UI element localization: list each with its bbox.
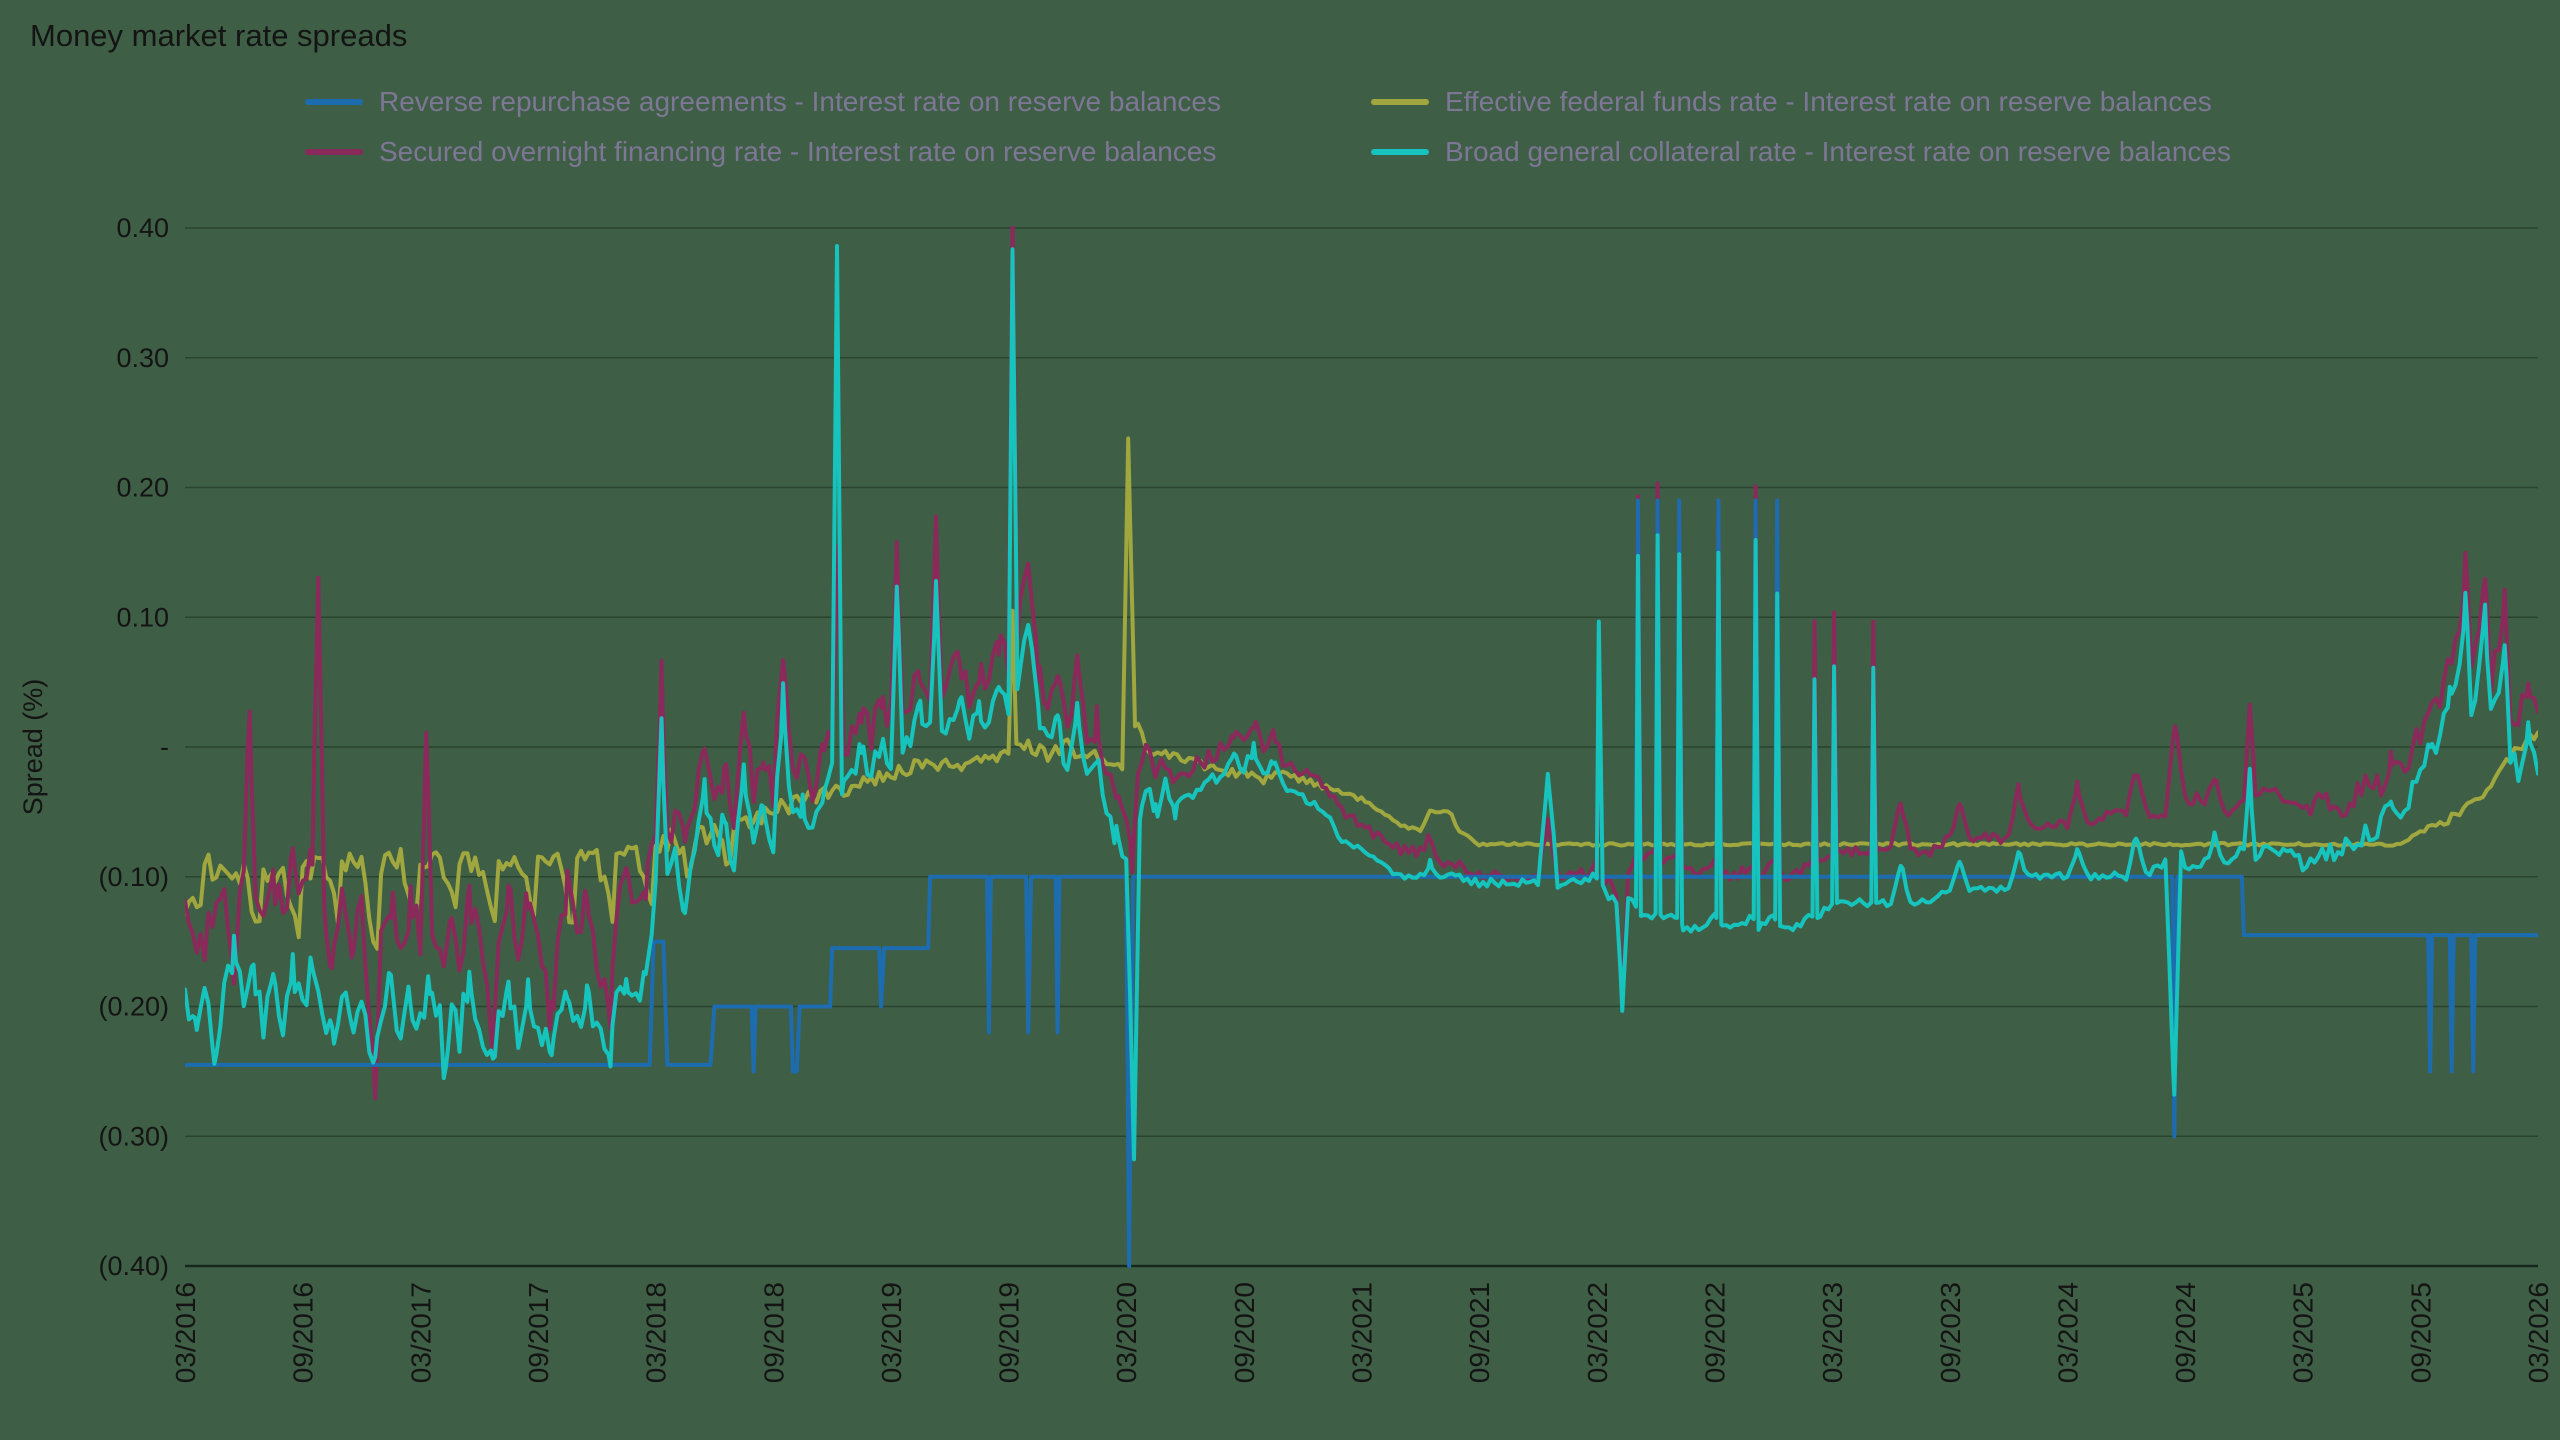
legend-item-rrp: Reverse repurchase agreements - Interest… [305,86,1221,118]
legend-swatch-effr [1370,99,1429,105]
x-tick-label: 03/2018 [641,1282,672,1383]
legend-item-sofr: Secured overnight financing rate - Inter… [305,136,1221,168]
series-lines [185,226,2538,1268]
x-tick-label: 09/2024 [2170,1282,2201,1383]
x-tick-label: 09/2022 [1699,1282,1730,1383]
x-tick-label: 09/2018 [758,1282,789,1383]
series-line-effr [185,436,2538,951]
legend-swatch-sofr [305,149,363,155]
gridlines [185,227,2538,1267]
legend-swatch-bgcr [1370,149,1429,155]
y-tick-label: 0.10 [116,602,169,632]
x-tick-label: 03/2017 [405,1282,436,1383]
x-tick-label: 03/2023 [1817,1282,1848,1383]
y-tick-label: 0.40 [116,213,169,243]
y-tick-label: (0.30) [98,1121,169,1151]
series-line-bgcr [185,244,2538,1162]
x-tick-label: 03/2024 [2052,1282,2083,1383]
y-axis: 0.40 0.30 0.20 0.10 - (0.10) (0.20) (0.30) (0.40… [18,213,169,1281]
x-tick-label: 03/2019 [876,1282,907,1383]
x-tick-label: 03/2026 [2523,1282,2554,1383]
x-axis: 03/2016 09/2016 03/2017 09/2017 03/2018 09/20… [170,1264,2554,1383]
legend-label-rrp: Reverse repurchase agreements - Interest… [379,86,1221,117]
legend-label-effr: Effective federal funds rate - Interest … [1444,86,2212,117]
x-tick-label: 03/2025 [2288,1282,2319,1383]
x-tick-label: 09/2017 [523,1282,554,1383]
y-tick-label: 0.30 [116,343,169,373]
y-tick-label: (0.20) [98,992,169,1022]
y-tick-label: (0.40) [98,1251,169,1281]
x-tick-label: 03/2016 [170,1282,201,1383]
chart-title: Money market rate spreads [30,18,408,53]
x-tick-label: 03/2021 [1347,1282,1378,1383]
legend-item-bgcr: Broad general collateral rate - Interest… [1370,136,2231,168]
y-axis-title: Spread (%) [18,679,48,816]
x-tick-label: 09/2016 [288,1282,319,1383]
legend-label-sofr: Secured overnight financing rate - Inter… [379,136,1217,167]
y-tick-label: (0.10) [98,862,169,892]
x-tick-label: 09/2019 [994,1282,1025,1383]
series-line-sofr [185,226,2538,1101]
x-tick-label: 09/2025 [2405,1282,2436,1383]
legend-item-effr: Effective federal funds rate - Interest … [1370,86,2231,118]
x-tick-label: 09/2021 [1464,1282,1495,1383]
y-tick-label: - [160,732,169,762]
legend-label-bgcr: Broad general collateral rate - Interest… [1444,136,2231,167]
x-tick-label: 03/2020 [1111,1282,1142,1383]
legend-swatch-rrp [305,99,363,105]
chart-legend: Reverse repurchase agreements - Interest… [305,86,2231,168]
y-tick-label: 0.20 [116,473,169,503]
x-tick-label: 09/2020 [1229,1282,1260,1383]
x-tick-label: 09/2023 [1935,1282,1966,1383]
x-tick-label: 03/2022 [1582,1282,1613,1383]
